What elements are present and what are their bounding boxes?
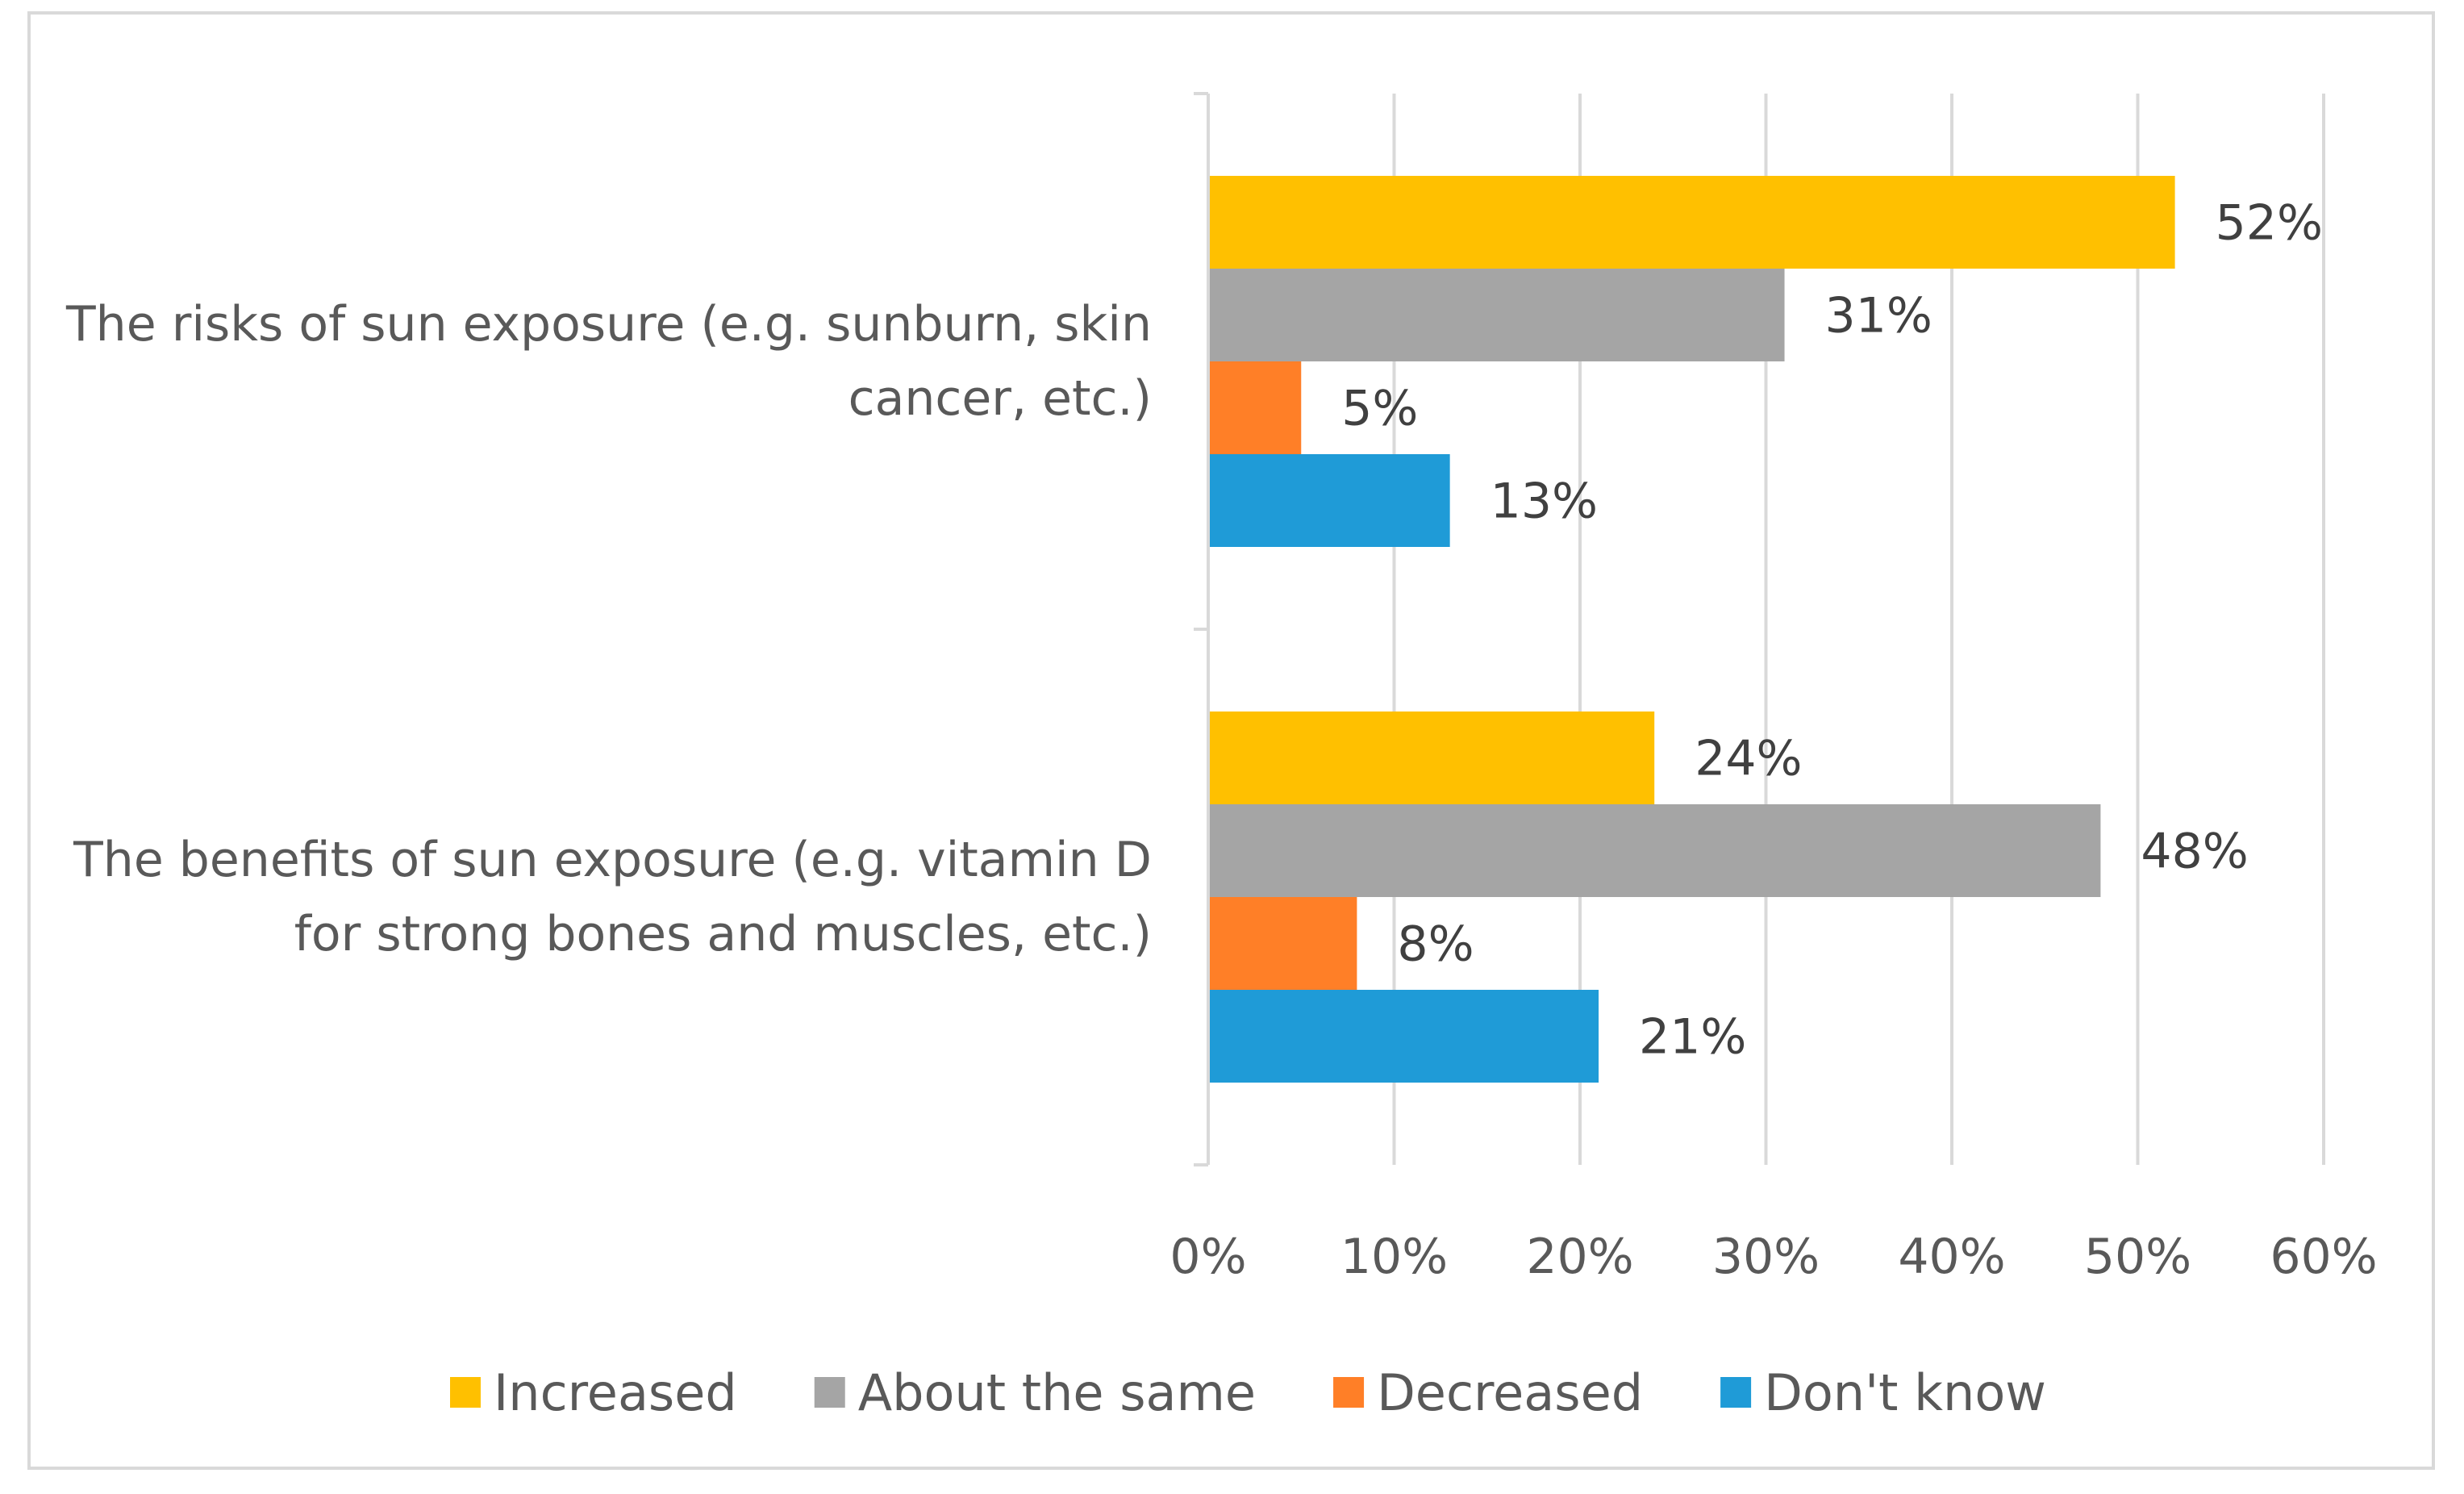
bar-don-t-know-category-1 <box>1208 454 1450 547</box>
bars <box>1208 176 2175 1083</box>
x-tick-label-50: 50% <box>2084 1229 2191 1285</box>
data-label-increased-category-1: 52% <box>2216 195 2323 252</box>
bar-don-t-know-category-2 <box>1208 990 1599 1083</box>
bar-about-the-same-category-2 <box>1208 804 2101 897</box>
bar-chart: 52% 31% 5% 13% 24% 48% 8% 21% 0% 10% 20% 30% 40% 50%… <box>65 92 2378 1422</box>
legend-label-don-t-know: Don't know <box>1764 1363 2046 1422</box>
legend: Increased About the same Decreased Don't kn… <box>450 1363 2046 1422</box>
data-label-about-the-same-category-2: 48% <box>2141 824 2248 880</box>
category-labels: The risks of sun exposure (e.g. sunburn,… <box>65 296 1152 962</box>
bar-decreased-category-2 <box>1208 897 1357 990</box>
category-axis <box>1194 92 1210 1166</box>
data-label-decreased-category-1: 5% <box>1341 381 1418 437</box>
bar-increased-category-2 <box>1208 712 1655 804</box>
data-label-increased-category-2: 24% <box>1695 731 1802 787</box>
legend-swatch-decreased <box>1333 1377 1365 1408</box>
data-labels: 52% 31% 5% 13% 24% 48% 8% 21% <box>1341 195 2323 1066</box>
x-axis-tick-labels: 0% 10% 20% 30% 40% 50% 60% <box>1169 1229 2377 1285</box>
x-tick-label-30: 30% <box>1712 1229 1820 1285</box>
x-tick-label-0: 0% <box>1169 1229 1246 1285</box>
x-tick-label-20: 20% <box>1526 1229 1633 1285</box>
chart-frame: 52% 31% 5% 13% 24% 48% 8% 21% 0% 10% 20% 30% 40% 50%… <box>27 11 2435 1470</box>
category-label-1-line-1: The risks of sun exposure (e.g. sunburn,… <box>65 296 1152 353</box>
legend-label-increased: Increased <box>494 1363 737 1422</box>
data-label-about-the-same-category-1: 31% <box>1825 288 1932 344</box>
bar-about-the-same-category-1 <box>1208 269 1785 361</box>
x-tick-label-40: 40% <box>1898 1229 2005 1285</box>
legend-label-decreased: Decreased <box>1377 1363 1643 1422</box>
x-tick-label-60: 60% <box>2270 1229 2377 1285</box>
data-label-decreased-category-2: 8% <box>1397 916 1474 973</box>
bar-increased-category-1 <box>1208 176 2175 269</box>
legend-swatch-increased <box>450 1377 481 1408</box>
legend-swatch-about-the-same <box>814 1377 845 1408</box>
legend-label-about-the-same: About the same <box>858 1363 1256 1422</box>
category-label-2-line-1: The benefits of sun exposure (e.g. vitam… <box>73 832 1152 888</box>
x-tick-label-10: 10% <box>1340 1229 1448 1285</box>
legend-swatch-don-t-know <box>1720 1377 1752 1408</box>
bar-decreased-category-1 <box>1208 361 1302 454</box>
category-label-1-line-2: cancer, etc.) <box>848 370 1152 427</box>
data-label-don-t-know-category-1: 13% <box>1490 474 1598 530</box>
category-label-2-line-2: for strong bones and muscles, etc.) <box>294 906 1152 962</box>
data-label-don-t-know-category-2: 21% <box>1639 1009 1746 1066</box>
